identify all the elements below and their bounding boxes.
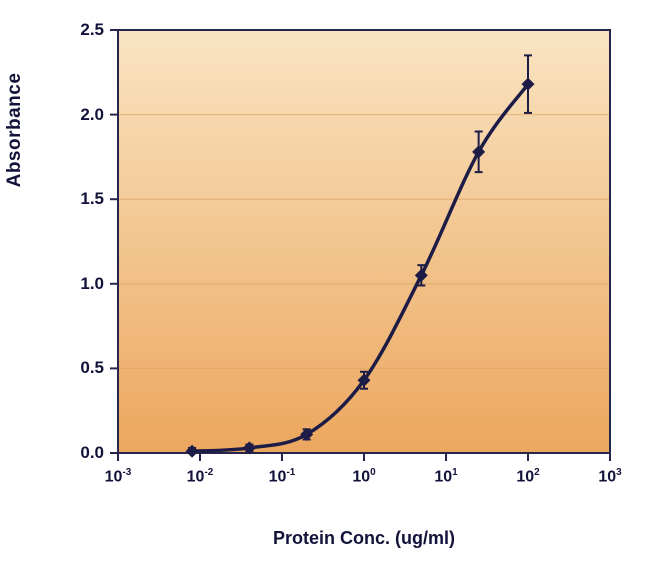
y-tick-label: 1.0: [80, 273, 104, 293]
y-tick-label: 0.5: [80, 358, 104, 378]
x-tick-label: 10-3: [104, 467, 132, 486]
x-tick-label: 10-1: [268, 467, 296, 486]
x-tick-label: 103: [598, 467, 622, 486]
y-tick-label: 2.0: [80, 104, 104, 124]
y-axis-title: Absorbance: [4, 72, 25, 188]
y-tick-label: 2.5: [80, 20, 104, 39]
x-tick-label: 101: [434, 467, 458, 486]
y-tick-label: 1.5: [80, 189, 104, 209]
y-tick-label: 0.0: [80, 443, 104, 462]
x-tick-label: 10-2: [186, 467, 214, 486]
x-tick-label: 100: [352, 467, 376, 486]
x-axis-title: Protein Conc. (ug/ml): [273, 528, 455, 548]
x-tick-label: 102: [516, 467, 540, 486]
